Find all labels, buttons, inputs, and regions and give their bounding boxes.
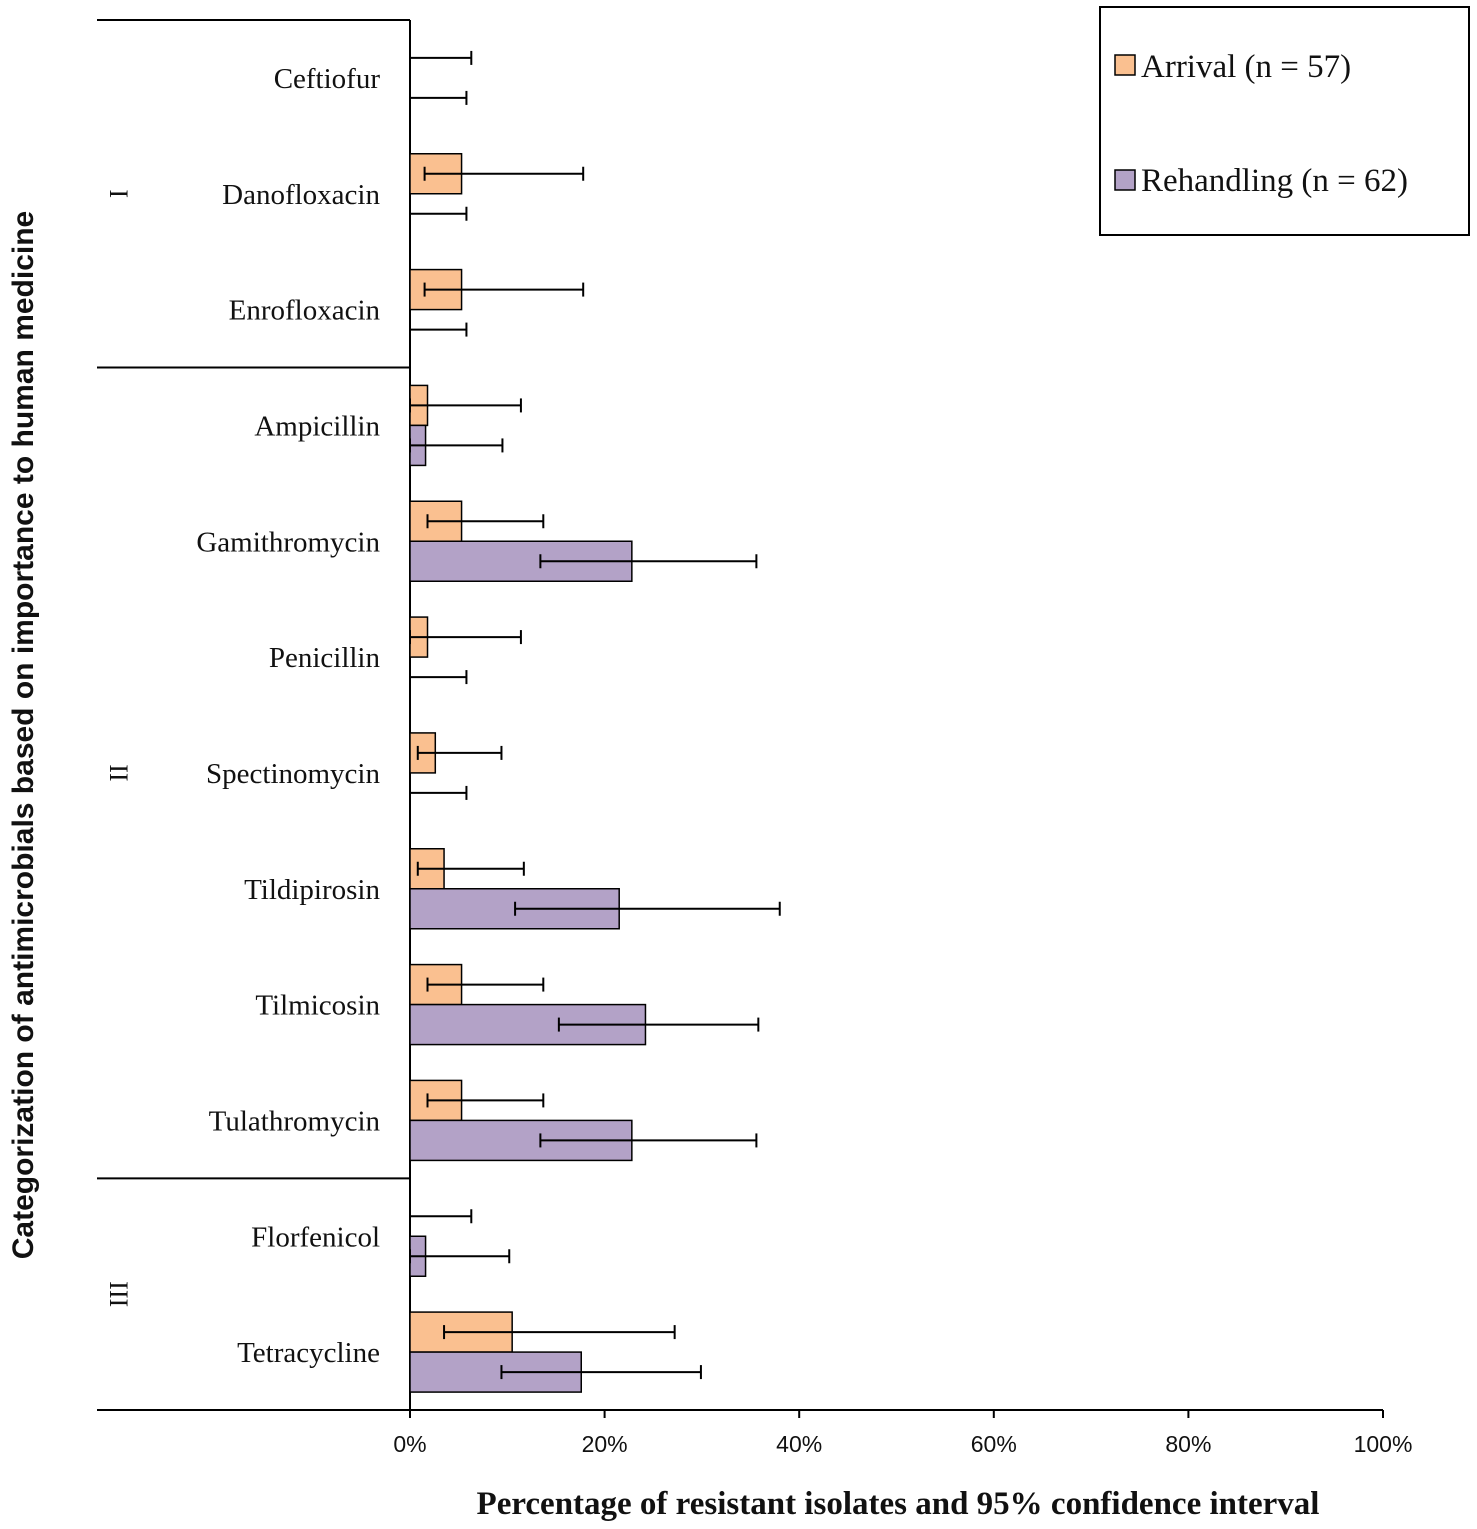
group-label-i: I: [104, 189, 133, 198]
legend-swatch-arrival: [1114, 54, 1136, 76]
error-bar-arrival-penicillin: [409, 630, 522, 645]
error-bar-rehandling-tetracycline: [500, 1365, 702, 1380]
category-label-tildipirosin: Tildipirosin: [244, 874, 380, 906]
x-tick-label-100: 100%: [1354, 1431, 1413, 1457]
category-label-ceftiofur: Ceftiofur: [274, 63, 381, 95]
category-label-enrofloxacin: Enrofloxacin: [229, 295, 381, 327]
legend: Arrival (n = 57) Rehandling (n = 62): [1099, 6, 1470, 236]
error-bar-rehandling-tildipirosin: [514, 901, 781, 916]
error-bar-arrival-gamithromycin: [426, 514, 545, 529]
category-labels: Ceftiofur Danofloxacin Enrofloxacin Ampicil…: [196, 63, 380, 1369]
error-bar-rehandling-enrofloxacin: [409, 322, 468, 337]
group-label-ii: II: [104, 764, 133, 781]
error-bar-rehandling-florfenicol: [409, 1249, 511, 1264]
error-bar-arrival-tulathromycin: [426, 1093, 545, 1108]
category-label-ampicillin: Ampicillin: [254, 410, 380, 442]
x-tick-label-0: 0%: [393, 1431, 426, 1457]
bars: [409, 153, 647, 1393]
error-bar-arrival-ampicillin: [409, 398, 522, 413]
error-bar-rehandling-tilmicosin: [557, 1017, 760, 1032]
category-label-tetracycline: Tetracycline: [237, 1337, 380, 1369]
x-tick-label-80: 80%: [1165, 1431, 1211, 1457]
legend-box: [1099, 6, 1470, 236]
category-label-gamithromycin: Gamithromycin: [196, 526, 380, 558]
category-label-penicillin: Penicillin: [269, 642, 381, 674]
error-bar-rehandling-gamithromycin: [539, 554, 758, 569]
error-bar-rehandling-tulathromycin: [539, 1133, 758, 1148]
group-label-iii: III: [104, 1281, 133, 1307]
error-bar-rehandling-danofloxacin: [409, 206, 468, 221]
category-label-tulathromycin: Tulathromycin: [209, 1105, 381, 1137]
category-label-spectinomycin: Spectinomycin: [206, 758, 380, 790]
category-label-florfenicol: Florfenicol: [251, 1221, 380, 1253]
error-bar-arrival-danofloxacin: [423, 166, 585, 181]
error-bar-arrival-tildipirosin: [416, 861, 525, 876]
legend-label-arrival: Arrival (n = 57): [1141, 49, 1351, 85]
error-bar-arrival-spectinomycin: [416, 745, 503, 760]
error-bars: [409, 50, 781, 1380]
error-bar-rehandling-ceftiofur: [409, 90, 468, 105]
chart-frame: [97, 19, 1383, 1411]
error-bar-arrival-ceftiofur: [409, 50, 473, 65]
x-tick-label-60: 60%: [971, 1431, 1017, 1457]
x-axis-title: Percentage of resistant isolates and 95%…: [477, 1486, 1320, 1522]
error-bar-rehandling-ampicillin: [409, 438, 504, 453]
legend-label-rehandling: Rehandling (n = 62): [1141, 163, 1408, 199]
x-tick-label-20: 20%: [582, 1431, 628, 1457]
legend-swatch-rehandling: [1114, 169, 1136, 191]
error-bar-rehandling-penicillin: [409, 670, 468, 685]
error-bar-rehandling-spectinomycin: [409, 785, 468, 800]
category-label-danofloxacin: Danofloxacin: [222, 179, 380, 211]
x-tick-label-40: 40%: [776, 1431, 822, 1457]
error-bar-arrival-tetracycline: [443, 1325, 676, 1340]
x-axis-ticks: 0% 20% 40% 60% 80% 100%: [393, 1410, 1412, 1457]
category-label-tilmicosin: Tilmicosin: [255, 990, 380, 1022]
error-bar-arrival-tilmicosin: [426, 977, 545, 992]
y-axis-title: Categorization of antimicrobials based o…: [7, 211, 40, 1260]
error-bar-arrival-enrofloxacin: [423, 282, 585, 297]
error-bar-arrival-florfenicol: [409, 1209, 473, 1224]
